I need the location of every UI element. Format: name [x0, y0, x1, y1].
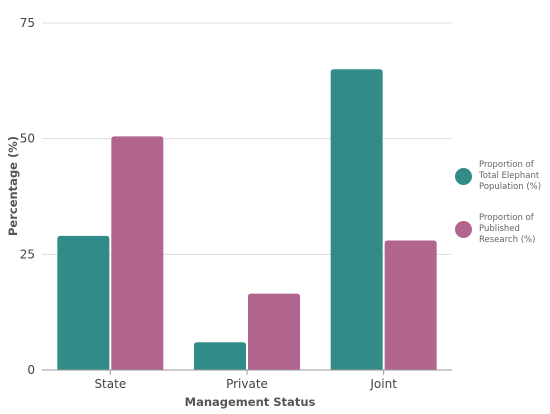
- bar-private-series-1: [194, 342, 246, 370]
- y-axis-title: Percentage (%): [6, 136, 20, 236]
- y-tick-label: 0: [27, 363, 35, 377]
- bars: [57, 69, 437, 371]
- bar-joint-series-2: [384, 240, 437, 370]
- x-axis-title: Management Status: [185, 395, 316, 409]
- legend-swatch-population: [455, 168, 472, 185]
- y-tick-label: 50: [20, 132, 35, 146]
- x-tick-label: Joint: [369, 377, 397, 391]
- x-tick-label: Private: [226, 377, 268, 391]
- legend-label-research: Proportion of Published Research (%): [479, 213, 536, 245]
- y-tick-label: 75: [20, 16, 35, 30]
- x-axis-ticks: State Private Joint: [94, 370, 397, 391]
- legend-label-population: Proportion of Total Elephant Population …: [479, 160, 542, 192]
- bar-state-series-2: [111, 136, 164, 370]
- bar-joint-series-1: [330, 69, 383, 371]
- y-axis-ticks: 0 25 50 75: [20, 16, 35, 377]
- legend-item-research: Proportion of Published Research (%): [455, 213, 547, 246]
- legend: Proportion of Total Elephant Population …: [455, 160, 547, 266]
- gridlines: [42, 22, 452, 255]
- legend-item-population: Proportion of Total Elephant Population …: [455, 160, 547, 193]
- bar-private-series-2: [248, 293, 300, 370]
- bar-state-series-1: [57, 235, 110, 370]
- y-tick-label: 25: [20, 247, 35, 261]
- x-tick-label: State: [94, 377, 126, 391]
- legend-swatch-research: [455, 221, 472, 238]
